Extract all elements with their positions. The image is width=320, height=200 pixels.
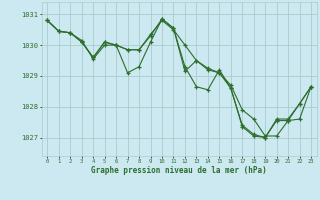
X-axis label: Graphe pression niveau de la mer (hPa): Graphe pression niveau de la mer (hPa) bbox=[91, 166, 267, 175]
